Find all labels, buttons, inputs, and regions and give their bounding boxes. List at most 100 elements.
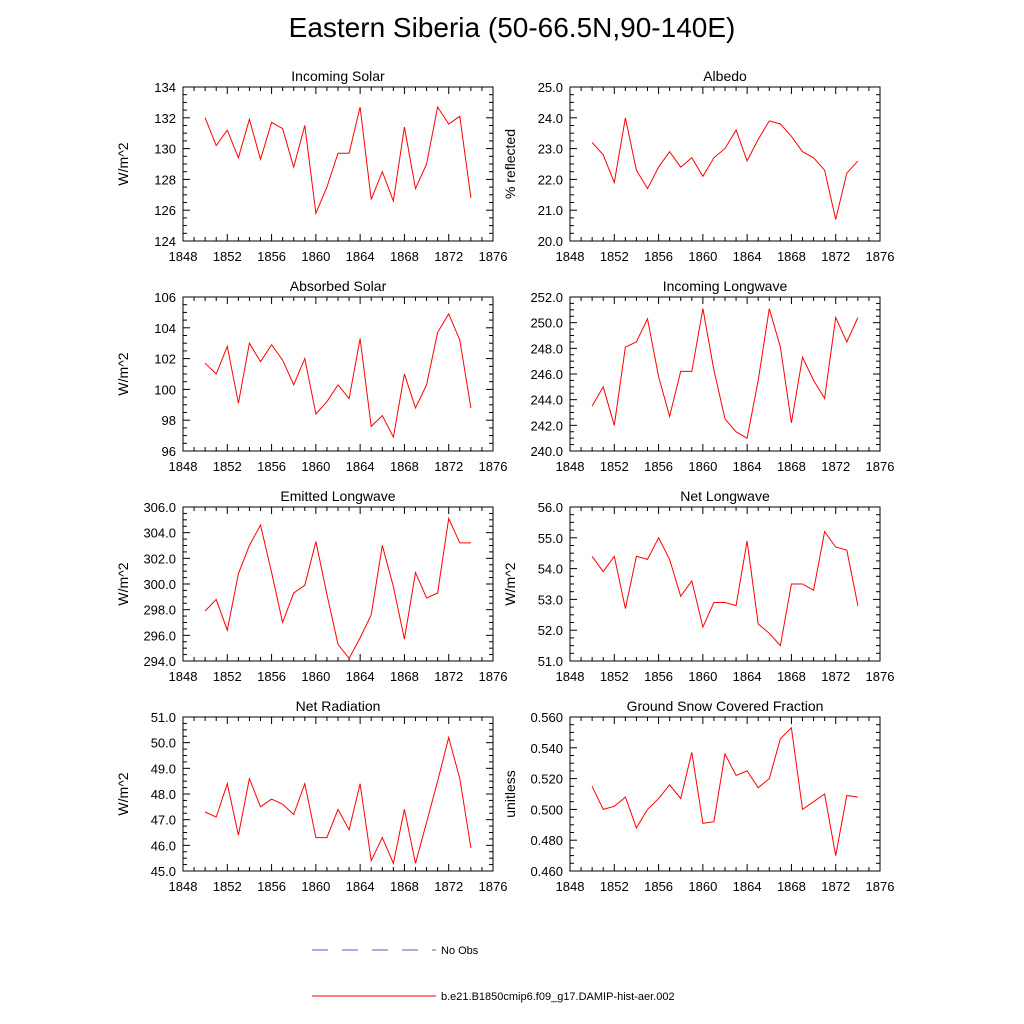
y-tick-label: 252.0 [530,290,563,305]
plot-frame [569,716,881,872]
y-tick-label: 55.0 [538,531,563,546]
panel-title: Emitted Longwave [280,488,395,504]
x-tick-label: 1872 [821,249,850,264]
x-tick-label: 1848 [556,669,585,684]
panel-emitted-longwave: Emitted Longwave 1848 1852 1856 1860 1864 1868… [115,488,507,684]
x-tick-label: 1864 [733,879,762,894]
y-tick-label: 52.0 [538,623,563,638]
x-tick-label: 1860 [688,879,717,894]
panel-incoming-solar: Incoming Solar 1848 1852 1856 1860 1864 1868 18… [115,68,507,264]
series-line [204,516,471,660]
series-line [591,308,859,439]
x-tick-label: 1864 [346,669,375,684]
y-axis-label: W/m^2 [115,352,131,395]
x-tick-label: 1872 [821,669,850,684]
y-tick-label: 306.0 [143,500,176,515]
x-tick-label: 1848 [169,669,198,684]
y-tick-label: 246.0 [530,367,563,382]
x-tick-label: 1856 [257,249,286,264]
y-tick-label: 0.500 [530,802,563,817]
y-axis-label: W/m^2 [502,562,518,605]
x-tick-label: 1852 [600,249,629,264]
series-line [204,312,472,439]
y-tick-label: 298.0 [143,603,176,618]
x-tick-label: 1864 [346,459,375,474]
y-tick-label: 21.0 [538,203,563,218]
x-tick-label: 1848 [169,249,198,264]
y-tick-label: 51.0 [538,654,563,669]
y-tick-label: 98 [162,413,176,428]
y-tick-label: 49.0 [151,761,176,776]
y-axis-label: unitless [502,770,518,817]
y-tick-label: 51.0 [151,710,176,725]
x-tick-label: 1876 [479,459,508,474]
y-tick-label: 106 [154,290,176,305]
y-tick-label: 48.0 [151,787,176,802]
y-tick-label: 102 [154,352,176,367]
x-tick-label: 1864 [733,669,762,684]
y-tick-label: 23.0 [538,142,563,157]
y-tick-label: 104 [154,321,176,336]
y-tick-label: 134 [154,80,176,95]
y-tick-label: 296.0 [143,628,176,643]
x-tick-label: 1864 [346,879,375,894]
y-tick-label: 304.0 [143,526,176,541]
y-tick-label: 126 [154,203,176,218]
y-tick-label: 45.0 [151,864,176,879]
x-tick-label: 1868 [777,879,806,894]
plot-frame [182,296,494,452]
panel-net-longwave: Net Longwave 1848 1852 1856 1860 1864 1868 1872… [502,488,894,684]
y-tick-label: 20.0 [538,234,563,249]
panel-ground-snow-covered-fraction: Ground Snow Covered Fraction 1848 1852 1856… [502,698,894,894]
y-tick-label: 100 [154,382,176,397]
panel-net-radiation: Net Radiation 1848 1852 1856 1860 1864 1868 187… [115,698,507,894]
x-tick-label: 1860 [301,669,330,684]
x-tick-label: 1848 [169,459,198,474]
x-tick-label: 1856 [644,669,673,684]
panel-title: Net Radiation [296,698,381,714]
series-line [591,726,858,856]
x-tick-label: 1876 [866,249,895,264]
y-tick-label: 0.460 [530,864,563,879]
x-tick-label: 1876 [866,669,895,684]
y-tick-label: 250.0 [530,316,563,331]
x-tick-label: 1864 [733,459,762,474]
x-tick-label: 1864 [733,249,762,264]
y-tick-label: 300.0 [143,577,176,592]
y-tick-label: 132 [154,111,176,126]
x-tick-label: 1852 [213,669,242,684]
y-tick-label: 240.0 [530,444,563,459]
y-tick-label: 50.0 [151,736,176,751]
plot-frame [569,296,881,452]
x-tick-label: 1852 [213,879,242,894]
x-tick-label: 1852 [600,459,629,474]
y-axis-label: W/m^2 [115,562,131,605]
series-line [204,105,472,216]
plot-frame [569,86,881,242]
x-tick-label: 1856 [257,879,286,894]
x-tick-label: 1868 [777,459,806,474]
plot-frame [569,506,881,662]
y-tick-label: 242.0 [530,418,563,433]
y-tick-label: 248.0 [530,341,563,356]
x-tick-label: 1856 [644,459,673,474]
x-tick-label: 1860 [301,879,330,894]
x-tick-label: 1876 [479,879,508,894]
x-tick-label: 1860 [688,669,717,684]
y-tick-label: 25.0 [538,80,563,95]
x-tick-label: 1868 [777,249,806,264]
y-tick-label: 56.0 [538,500,563,515]
y-tick-label: 24.0 [538,111,563,126]
y-tick-label: 244.0 [530,393,563,408]
y-tick-label: 294.0 [143,654,176,669]
x-tick-label: 1856 [644,249,673,264]
plot-frame [182,86,494,242]
x-tick-label: 1848 [556,459,585,474]
y-tick-label: 53.0 [538,592,563,607]
x-tick-label: 1860 [688,459,717,474]
x-tick-label: 1852 [600,669,629,684]
series-line [591,117,859,220]
x-tick-label: 1860 [301,249,330,264]
x-tick-label: 1852 [600,879,629,894]
panel-title: Incoming Longwave [663,278,788,294]
